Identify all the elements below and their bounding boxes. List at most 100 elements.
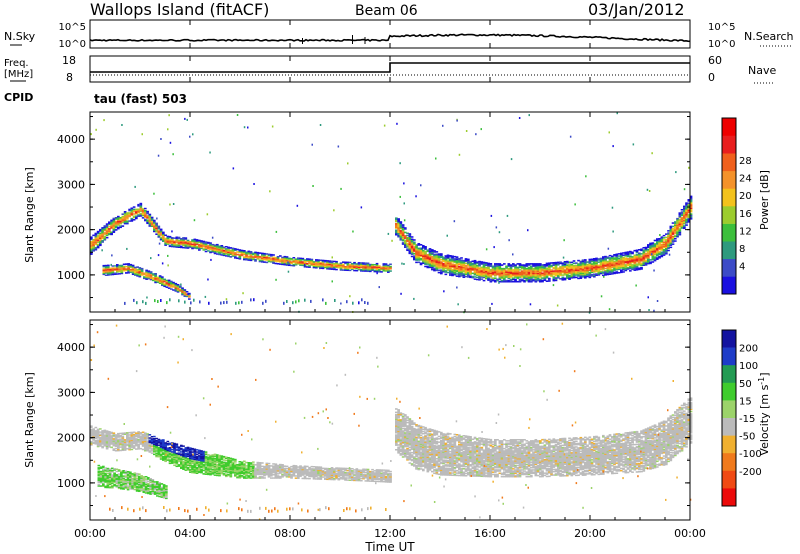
power-cell: [141, 217, 145, 219]
power-cell: [494, 265, 497, 268]
power-cell: [417, 252, 421, 254]
power-scatter-point: [648, 309, 650, 311]
power-cell: [530, 272, 533, 275]
power-cell: [433, 261, 436, 264]
power-cell: [665, 249, 668, 252]
power-cell: [635, 251, 639, 254]
power-cell: [170, 288, 173, 290]
power-cell: [431, 268, 434, 271]
power-cell: [281, 260, 284, 262]
power-cell: [144, 211, 147, 213]
power-cell: [665, 238, 668, 241]
velocity-cell: [184, 460, 188, 463]
velocity-cell: [159, 447, 163, 450]
power-cell: [579, 264, 583, 266]
power-cell: [523, 270, 526, 272]
velocity-cell: [308, 466, 311, 469]
power-cell: [660, 251, 664, 253]
velocity-cell: [175, 453, 179, 456]
power-cell: [435, 263, 439, 266]
power-cell: [575, 273, 578, 275]
power-cell: [602, 272, 605, 274]
power-cell: [310, 264, 314, 266]
power-cell: [252, 253, 255, 256]
power-cell: [530, 277, 533, 279]
power-cell: [631, 251, 634, 254]
power-cell: [577, 270, 580, 273]
power-cell: [545, 263, 549, 266]
power-cell: [348, 267, 352, 269]
power-cell: [200, 246, 203, 249]
power-cell: [561, 264, 565, 267]
power-scatter-point: [287, 270, 290, 273]
velocity-cell: [121, 441, 125, 444]
power-cell: [236, 248, 239, 251]
power-cell: [498, 266, 502, 269]
velocity-cell: [175, 459, 179, 462]
velocity-cell: [144, 440, 147, 443]
power-cell: [195, 247, 199, 250]
power-cell: [545, 273, 549, 275]
power-cell: [640, 263, 643, 266]
power-cell: [451, 269, 454, 271]
velocity-cell: [157, 451, 161, 453]
velocity-cell: [153, 449, 156, 451]
power-cell: [579, 261, 583, 264]
power-cell: [442, 258, 445, 260]
power-cell: [342, 263, 345, 266]
power-cell: [500, 276, 504, 278]
power-cell: [147, 270, 151, 273]
velocity-cell: [94, 439, 98, 442]
power-cell: [482, 274, 486, 276]
power-cell: [170, 280, 173, 283]
power-cell: [449, 269, 452, 272]
power-cell: [303, 259, 307, 261]
power-cell: [166, 238, 170, 241]
power-cell: [586, 274, 589, 276]
power-cell: [92, 245, 95, 248]
power-cell: [557, 273, 560, 276]
power-cell: [303, 260, 307, 262]
velocity-cell: [132, 431, 136, 434]
power-cell: [491, 279, 495, 282]
power-cell: [117, 227, 120, 230]
power-cell: [326, 260, 329, 262]
power-cell: [647, 260, 650, 263]
velocity-cell: [272, 463, 275, 465]
power-cell: [658, 239, 661, 241]
power-cell: [119, 219, 122, 221]
power-cell: [333, 266, 336, 268]
power-cell: [534, 276, 538, 278]
velocity-cell: [96, 442, 100, 445]
power-cell: [191, 244, 194, 247]
power-cell: [674, 238, 677, 240]
power-cell: [179, 285, 182, 287]
power-cell: [424, 262, 427, 264]
power-bands-group: [90, 112, 693, 314]
velocity-cell: [121, 439, 125, 441]
velocity-cell: [171, 452, 174, 454]
power-cell: [530, 271, 533, 273]
power-cell: [514, 265, 517, 268]
power-cell: [680, 225, 684, 227]
power-cell: [446, 260, 450, 262]
power-cell: [330, 267, 334, 269]
power-cell: [563, 262, 567, 264]
velocity-cell: [184, 461, 188, 464]
power-cell: [620, 257, 623, 259]
power-cell: [105, 226, 109, 229]
velocity-cell: [141, 438, 145, 440]
velocity-cell: [114, 441, 118, 443]
power-cell: [270, 261, 273, 263]
velocity-cell: [182, 449, 185, 452]
power-cell: [234, 248, 237, 250]
power-cell: [590, 259, 594, 262]
power-cell: [489, 269, 493, 271]
power-scatter-point: [396, 122, 398, 125]
power-cell: [685, 224, 688, 226]
power-cell: [473, 266, 477, 268]
power-cell: [292, 257, 296, 259]
power-cell: [431, 261, 434, 264]
power-cell: [105, 229, 109, 231]
power-cell: [588, 262, 592, 264]
